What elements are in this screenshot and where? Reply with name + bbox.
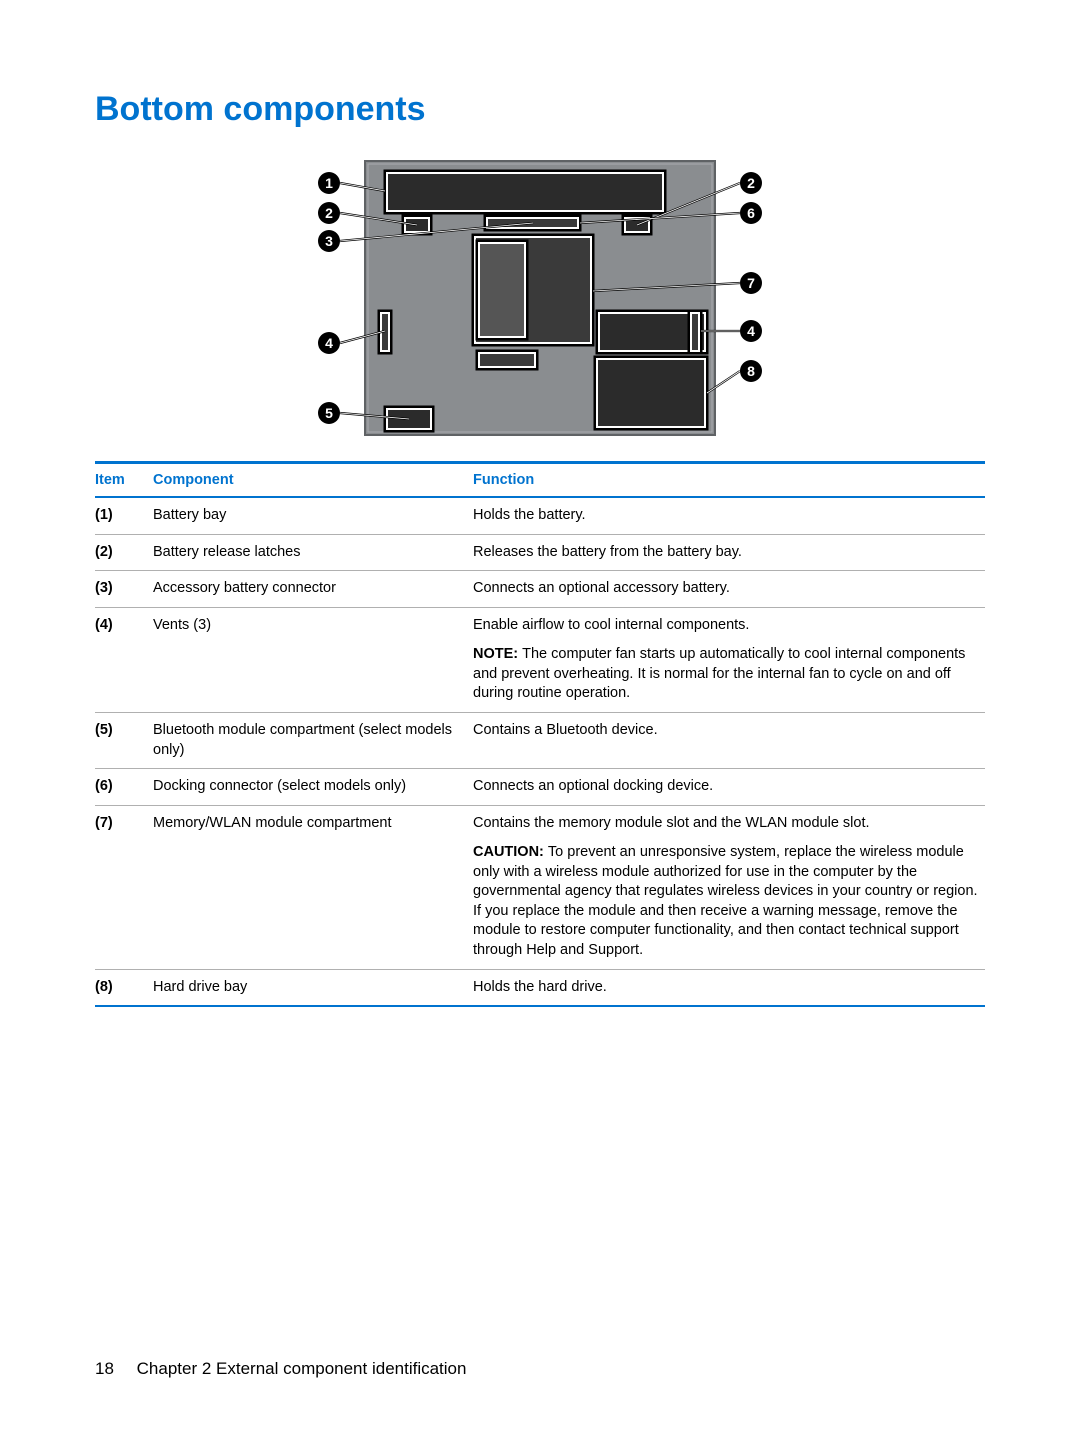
svg-text:4: 4 xyxy=(747,323,755,339)
svg-text:2: 2 xyxy=(325,205,333,221)
svg-text:4: 4 xyxy=(325,335,333,351)
col-header-function: Function xyxy=(473,464,985,497)
cell-item: (5) xyxy=(95,712,153,768)
note-block: CAUTION: To prevent an unresponsive syst… xyxy=(473,843,979,960)
svg-text:7: 7 xyxy=(747,275,755,291)
cell-component: Hard drive bay xyxy=(153,969,473,1005)
cell-item: (2) xyxy=(95,534,153,571)
table-row: (6)Docking connector (select models only… xyxy=(95,769,985,806)
cell-function: Connects an optional accessory battery. xyxy=(473,571,985,608)
table-row: (5)Bluetooth module compartment (select … xyxy=(95,712,985,768)
cell-function: Contains a Bluetooth device. xyxy=(473,712,985,768)
cell-function: Releases the battery from the battery ba… xyxy=(473,534,985,571)
svg-text:8: 8 xyxy=(747,363,755,379)
note-label: NOTE: xyxy=(473,646,522,662)
cell-component: Docking connector (select models only) xyxy=(153,769,473,806)
cell-component: Battery bay xyxy=(153,497,473,534)
cell-component: Bluetooth module compartment (select mod… xyxy=(153,712,473,768)
table-row: (8)Hard drive bayHolds the hard drive. xyxy=(95,969,985,1005)
cell-item: (8) xyxy=(95,969,153,1005)
page-title: Bottom components xyxy=(95,90,985,129)
cell-component: Battery release latches xyxy=(153,534,473,571)
cell-item: (4) xyxy=(95,607,153,712)
components-table: Item Component Function (1)Battery bayHo… xyxy=(95,461,985,1007)
cell-item: (7) xyxy=(95,805,153,969)
table-row: (2)Battery release latchesReleases the b… xyxy=(95,534,985,571)
svg-text:5: 5 xyxy=(325,405,333,421)
cell-item: (6) xyxy=(95,769,153,806)
cell-function: Contains the memory module slot and the … xyxy=(473,805,985,969)
note-label: CAUTION: xyxy=(473,844,548,860)
col-header-component: Component xyxy=(153,464,473,497)
table-row: (1)Battery bayHolds the battery. xyxy=(95,497,985,534)
table-row: (3)Accessory battery connectorConnects a… xyxy=(95,571,985,608)
chapter-label: Chapter 2 External component identificat… xyxy=(137,1359,467,1378)
page-footer: 18 Chapter 2 External component identifi… xyxy=(95,1359,466,1379)
cell-item: (1) xyxy=(95,497,153,534)
svg-text:3: 3 xyxy=(325,233,333,249)
table-row: (4)Vents (3)Enable airflow to cool inter… xyxy=(95,607,985,712)
cell-function: Holds the hard drive. xyxy=(473,969,985,1005)
note-text: To prevent an unresponsive system, repla… xyxy=(473,844,978,958)
cell-component: Memory/WLAN module compartment xyxy=(153,805,473,969)
cell-function: Enable airflow to cool internal componen… xyxy=(473,607,985,712)
cell-component: Accessory battery connector xyxy=(153,571,473,608)
cell-function: Connects an optional docking device. xyxy=(473,769,985,806)
note-block: NOTE: The computer fan starts up automat… xyxy=(473,645,979,704)
note-text: The computer fan starts up automatically… xyxy=(473,646,965,701)
cell-item: (3) xyxy=(95,571,153,608)
cell-function: Holds the battery. xyxy=(473,497,985,534)
svg-text:6: 6 xyxy=(747,205,755,221)
svg-text:1: 1 xyxy=(325,175,333,191)
svg-text:2: 2 xyxy=(747,175,755,191)
page-number: 18 xyxy=(95,1359,114,1378)
bottom-components-diagram: 1 2 3 4 5 2 6 7 4 8 xyxy=(95,153,985,443)
table-row: (7)Memory/WLAN module compartmentContain… xyxy=(95,805,985,969)
table-bottom-rule xyxy=(95,1005,985,1007)
cell-component: Vents (3) xyxy=(153,607,473,712)
col-header-item: Item xyxy=(95,464,153,497)
